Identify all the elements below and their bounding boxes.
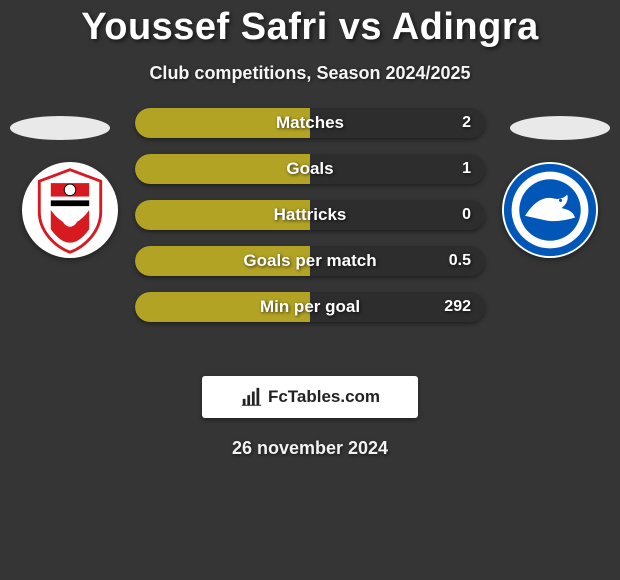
barchart-icon — [240, 386, 262, 408]
stat-label: Matches — [135, 113, 485, 133]
stat-value-right: 1 — [462, 160, 471, 178]
right-club-badge — [502, 162, 598, 258]
stat-label: Goals — [135, 159, 485, 179]
stat-value-right: 0.5 — [449, 252, 471, 270]
page-title: Youssef Safri vs Adingra — [0, 0, 620, 49]
stat-value-right: 292 — [444, 298, 471, 316]
comparison-stage: Matches 2 Goals 1 Hattricks 0 Goals per … — [0, 102, 620, 362]
brand-text: FcTables.com — [268, 387, 380, 407]
stat-label: Hattricks — [135, 205, 485, 225]
stat-row-hattricks: Hattricks 0 — [135, 200, 485, 230]
brighton-crest-icon — [502, 162, 598, 258]
stat-value-right: 0 — [462, 206, 471, 224]
stat-row-min-per-goal: Min per goal 292 — [135, 292, 485, 322]
snapshot-date: 26 november 2024 — [0, 438, 620, 459]
left-club-badge — [22, 162, 118, 258]
stat-label: Goals per match — [135, 251, 485, 271]
stat-row-matches: Matches 2 — [135, 108, 485, 138]
stat-row-goals-per-match: Goals per match 0.5 — [135, 246, 485, 276]
right-player-ellipse — [510, 116, 610, 140]
stat-label: Min per goal — [135, 297, 485, 317]
page-subtitle: Club competitions, Season 2024/2025 — [0, 63, 620, 84]
stat-value-right: 2 — [462, 114, 471, 132]
left-player-ellipse — [10, 116, 110, 140]
brand-badge[interactable]: FcTables.com — [202, 376, 418, 418]
stat-bars: Matches 2 Goals 1 Hattricks 0 Goals per … — [135, 108, 485, 338]
stat-row-goals: Goals 1 — [135, 154, 485, 184]
southampton-crest-icon — [22, 162, 118, 258]
